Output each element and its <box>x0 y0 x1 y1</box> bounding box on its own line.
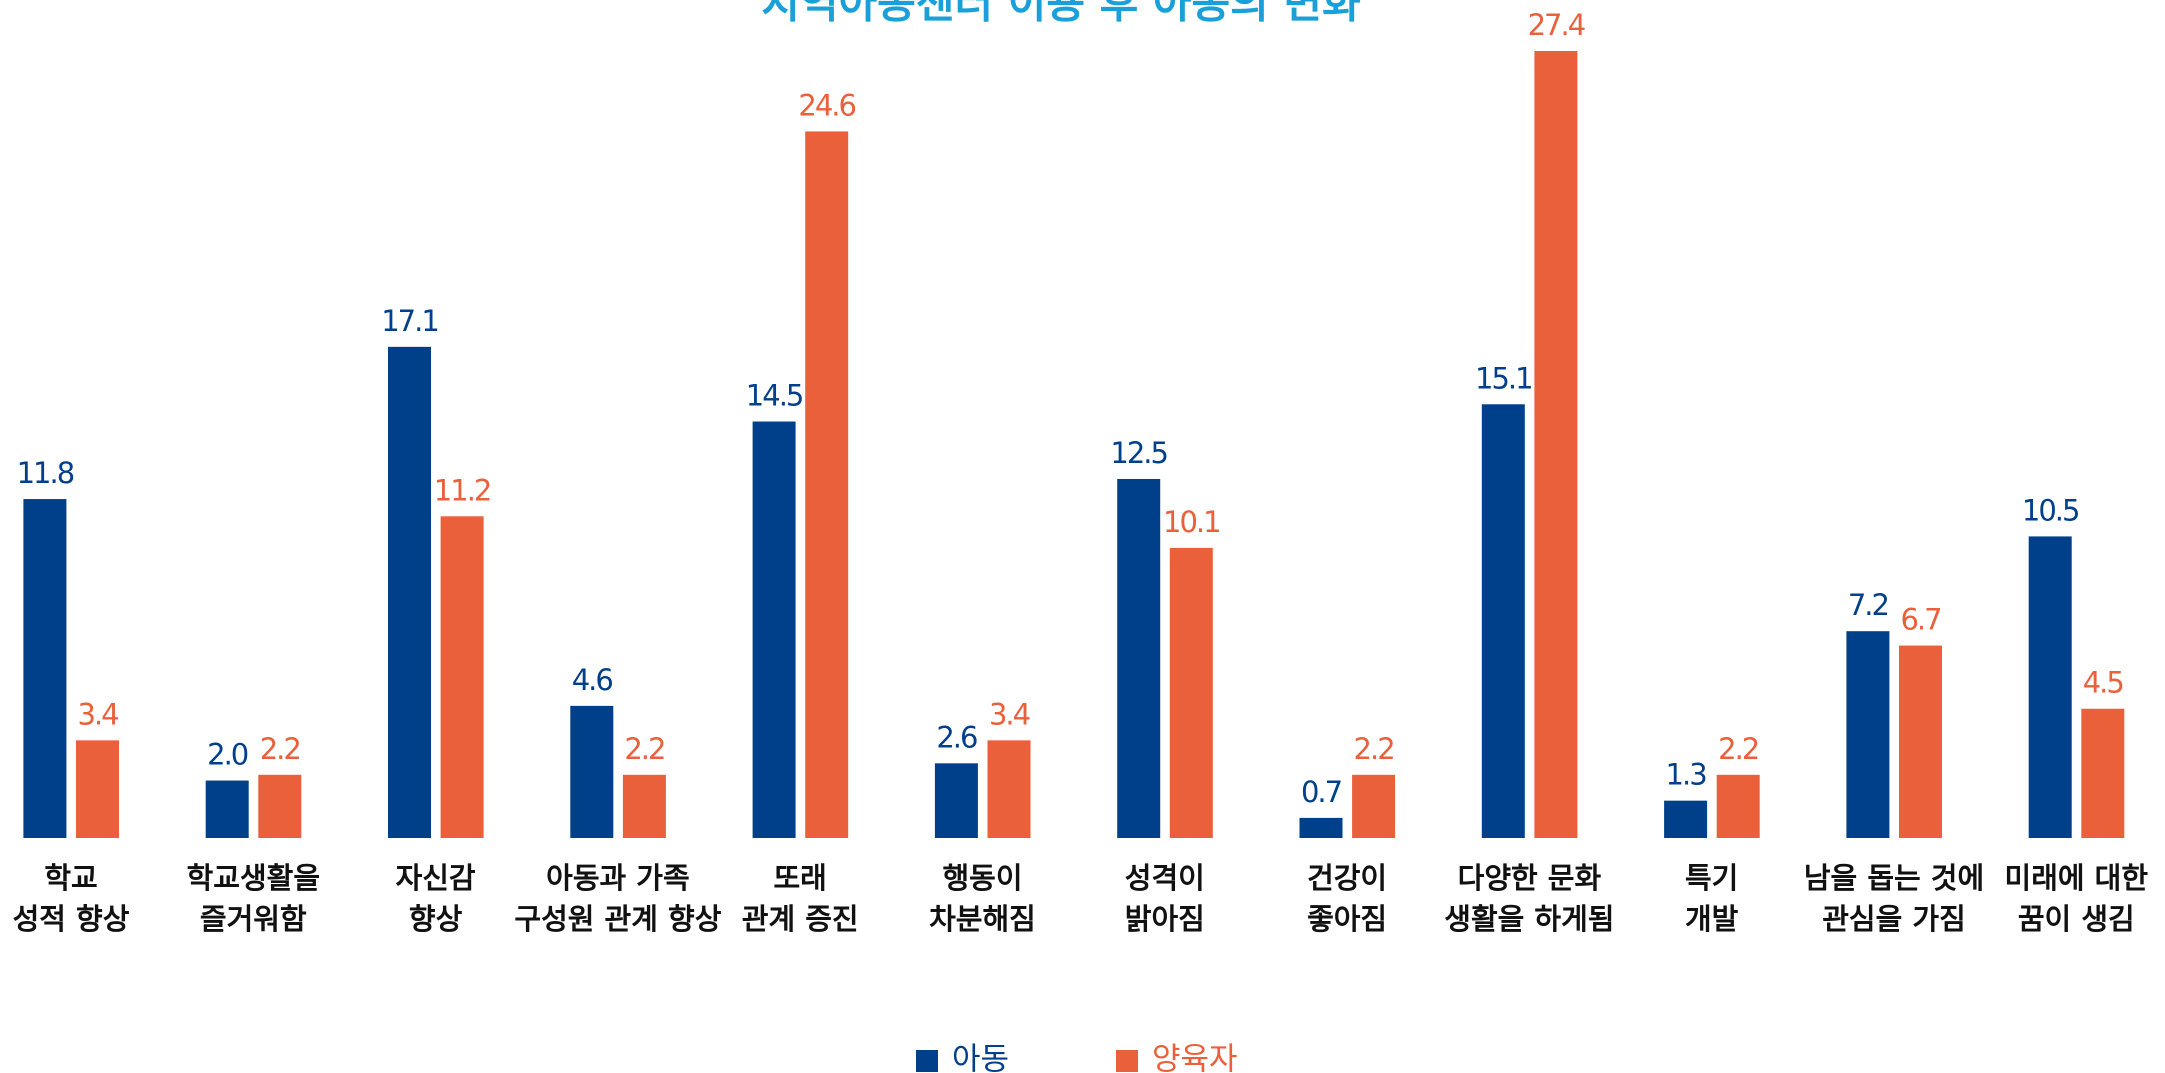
x-tick-label: 다양한 문화 <box>1458 861 1602 895</box>
bar <box>76 740 119 838</box>
value-label: 6.7 <box>1900 603 1940 637</box>
legend-label: 아동 <box>952 1042 1009 1073</box>
value-label: 11.8 <box>17 456 74 490</box>
bar <box>2081 708 2125 838</box>
value-label: 17.1 <box>381 304 438 338</box>
legend-swatch <box>1116 1050 1138 1072</box>
bar <box>934 763 978 838</box>
bar <box>805 131 849 839</box>
legend-label: 양육자 <box>1152 1042 1238 1073</box>
x-tick-label: 행동이 <box>942 861 1022 895</box>
value-label: 3.4 <box>989 697 1030 731</box>
x-tick-label: 또래 <box>774 861 827 895</box>
value-label: 14.5 <box>746 379 803 413</box>
x-tick-label: 관계 증진 <box>742 902 859 936</box>
x-tick-label: 구성원 관계 향상 <box>514 902 721 936</box>
value-label: 4.6 <box>572 663 613 697</box>
x-tick-label: 자신감 <box>396 861 476 895</box>
value-label: 4.5 <box>2083 666 2123 700</box>
x-tick-label: 학교 <box>44 861 97 895</box>
value-label: 12.5 <box>1110 436 1167 470</box>
bar <box>1846 631 1890 838</box>
x-tick-label: 특기 <box>1685 861 1738 895</box>
x-tick-label: 생활을 하게됨 <box>1444 902 1614 936</box>
bar <box>1664 800 1708 838</box>
bar <box>205 780 249 838</box>
bar <box>622 774 666 838</box>
value-label: 1.3 <box>1666 758 1707 792</box>
value-label: 15.1 <box>1475 361 1532 395</box>
value-label: 2.6 <box>936 720 977 754</box>
x-tick-label: 관심을 가짐 <box>1822 902 1966 936</box>
x-tick-label: 남을 돕는 것에 <box>1804 861 1984 895</box>
x-tick-label: 아동과 가족 <box>546 861 690 895</box>
value-label: 10.5 <box>2022 493 2079 527</box>
value-label: 2.2 <box>624 732 664 766</box>
bar <box>1299 817 1343 838</box>
bar <box>2028 536 2072 838</box>
value-label: 0.7 <box>1301 775 1341 809</box>
x-tick-label: 건강이 <box>1307 861 1387 895</box>
x-tick-label: 좋아짐 <box>1307 902 1387 936</box>
value-label: 2.2 <box>260 732 300 766</box>
x-tick-label: 성적 향상 <box>13 902 130 936</box>
bar <box>1481 404 1525 838</box>
bar <box>388 346 431 838</box>
value-label: 2.2 <box>1354 732 1394 766</box>
bar <box>987 740 1031 838</box>
x-tick-label: 학교생활을 <box>187 861 320 895</box>
x-tick-label: 즐거워함 <box>200 902 307 936</box>
bar <box>440 516 484 838</box>
value-label: 27.4 <box>1528 8 1585 42</box>
legend-swatch <box>916 1050 938 1072</box>
bar <box>258 774 302 838</box>
bar <box>1169 547 1213 838</box>
bar <box>752 421 796 838</box>
x-tick-label: 꿈이 생김 <box>2018 902 2135 936</box>
value-label: 11.2 <box>434 473 491 507</box>
chart-title: 지역아동센터 이용 후 아동의 변화 <box>761 0 1360 28</box>
x-tick-label: 미래에 대한 <box>2005 861 2149 895</box>
x-tick-label: 개발 <box>1685 902 1739 936</box>
x-tick-label: 차분해짐 <box>929 902 1036 936</box>
bar <box>1352 774 1396 838</box>
x-tick-label: 향상 <box>409 902 463 936</box>
bar <box>23 499 67 838</box>
value-label: 10.1 <box>1163 505 1220 539</box>
bar <box>1899 645 1942 838</box>
value-label: 2.2 <box>1718 732 1758 766</box>
bar <box>1534 51 1578 838</box>
bar <box>1716 774 1760 838</box>
x-tick-label: 밝아짐 <box>1125 902 1205 936</box>
bar <box>570 705 614 838</box>
x-tick-label: 성격이 <box>1125 861 1205 895</box>
value-label: 2.0 <box>207 738 248 772</box>
bar <box>1117 478 1161 838</box>
value-label: 24.6 <box>798 88 855 122</box>
value-label: 3.4 <box>77 697 118 731</box>
value-label: 7.2 <box>1848 588 1888 622</box>
